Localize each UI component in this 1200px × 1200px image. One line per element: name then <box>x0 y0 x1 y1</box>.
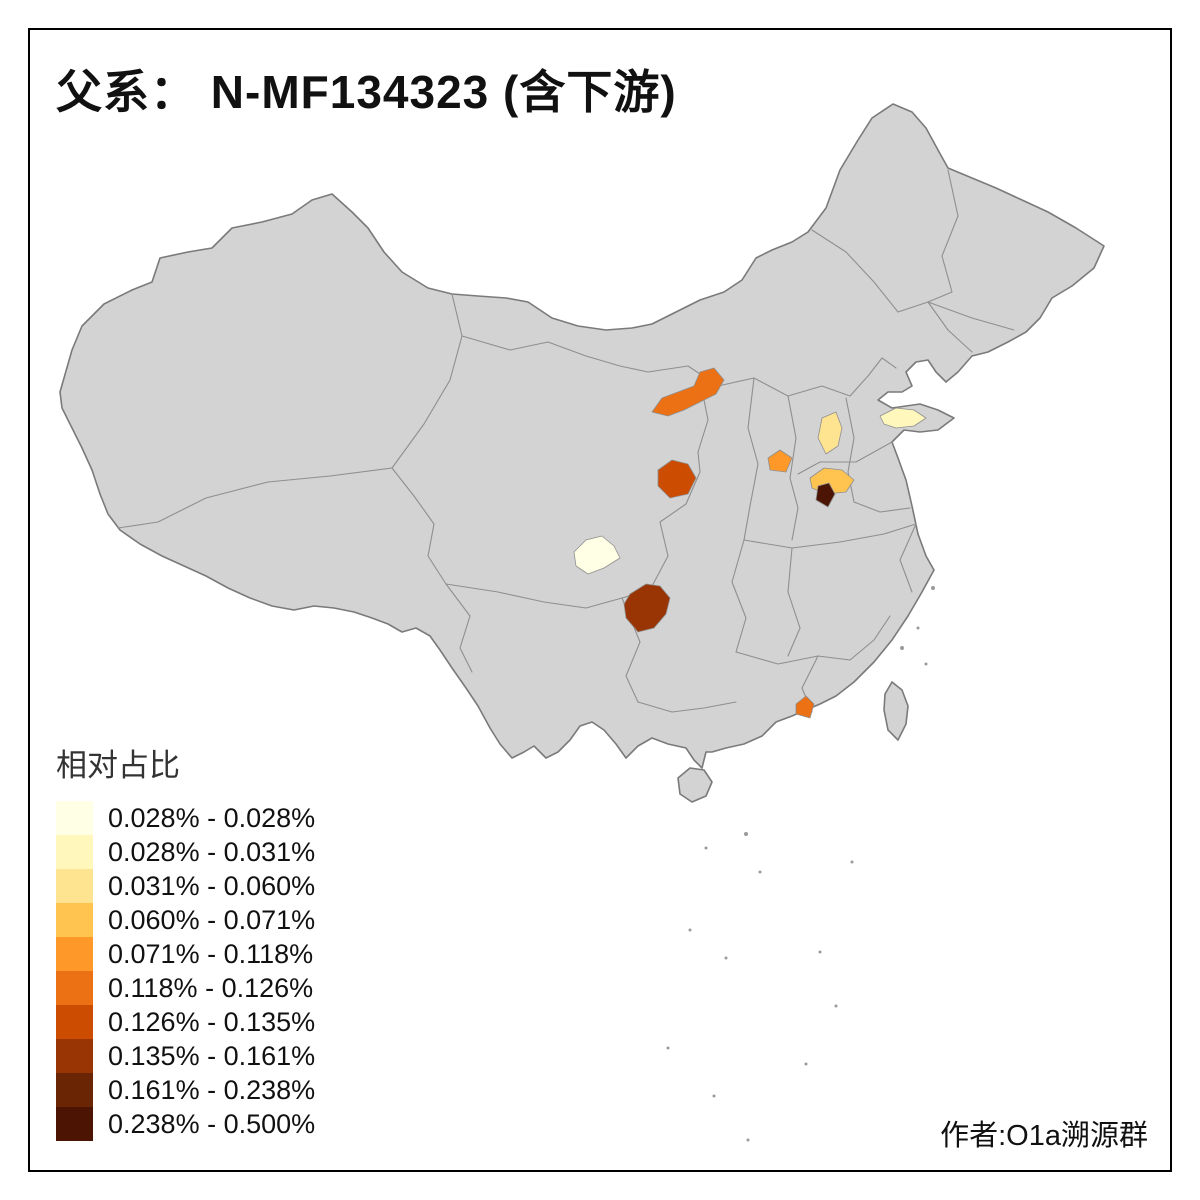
taiwan-island <box>883 681 909 741</box>
highlight-regions <box>573 367 927 719</box>
legend-item: 0.071% - 0.118% <box>56 937 315 971</box>
legend-swatch <box>56 937 93 971</box>
islands <box>666 586 935 1142</box>
legend-item: 0.135% - 0.161% <box>56 1039 315 1073</box>
sea-islet <box>818 950 822 954</box>
sea-islet <box>834 1004 838 1008</box>
province-border <box>797 441 893 475</box>
province-border <box>787 547 801 657</box>
sea-islet <box>712 1094 716 1098</box>
legend-item: 0.118% - 0.126% <box>56 971 315 1005</box>
sea-islet <box>758 870 762 874</box>
legend-item: 0.238% - 0.500% <box>56 1107 315 1141</box>
highlight-region-shanxi-north <box>817 411 843 455</box>
province-border <box>445 583 473 673</box>
highlight-region-guangdong-east <box>795 695 815 719</box>
sea-islet <box>688 928 692 932</box>
sea-islet <box>804 1062 808 1066</box>
legend-label: 0.238% - 0.500% <box>108 1108 316 1139</box>
province-border <box>391 293 463 469</box>
sea-islet <box>704 846 708 850</box>
legend-swatch <box>56 1107 93 1141</box>
sea-islet <box>666 1046 670 1050</box>
legend-label: 0.028% - 0.031% <box>108 836 316 867</box>
province-border <box>811 229 1015 331</box>
province-border <box>731 539 747 653</box>
sea-islet <box>916 626 920 630</box>
sea-islet <box>931 586 935 590</box>
hainan-island <box>677 767 713 803</box>
province-border <box>845 397 855 503</box>
legend-label: 0.031% - 0.060% <box>108 870 316 901</box>
province-border <box>787 395 799 541</box>
legend-item: 0.028% - 0.028% <box>56 801 315 835</box>
legend-item: 0.126% - 0.135% <box>56 1005 315 1039</box>
legend-swatch <box>56 1073 93 1107</box>
highlight-region-henan-north-dark <box>815 482 836 508</box>
legend: 相对占比 0.028% - 0.028% 0.028% - 0.031% 0.031… <box>56 740 315 1141</box>
province-border <box>849 615 891 661</box>
legend-swatch <box>56 869 93 903</box>
province-border <box>445 583 651 609</box>
province-border <box>927 169 959 303</box>
province-border <box>899 523 917 593</box>
province-border <box>849 357 897 397</box>
mainland-outline <box>59 103 1105 769</box>
sea-islet <box>746 1138 750 1142</box>
province-border <box>927 301 973 353</box>
province-borders <box>117 169 1015 713</box>
highlight-region-ningxia-south <box>657 459 697 499</box>
map-title: 父系： N-MF134323 (含下游) <box>56 66 677 118</box>
province-border <box>461 335 649 373</box>
sea-islet <box>900 646 904 650</box>
legend-label: 0.161% - 0.238% <box>108 1074 316 1105</box>
attribution: 作者:O1a溯源群 <box>940 1120 1148 1152</box>
legend-swatch <box>56 903 93 937</box>
legend-swatch <box>56 1039 93 1073</box>
legend-item: 0.031% - 0.060% <box>56 869 315 903</box>
province-border <box>391 467 447 585</box>
legend-label: 0.060% - 0.071% <box>108 904 316 935</box>
legend-swatch <box>56 835 93 869</box>
sea-islet <box>924 662 928 666</box>
province-border <box>735 651 851 665</box>
legend-label: 0.071% - 0.118% <box>108 938 314 969</box>
legend-title: 相对占比 <box>56 748 180 783</box>
legend-label: 0.028% - 0.028% <box>108 802 316 833</box>
legend-swatch <box>56 971 93 1005</box>
province-border <box>637 701 737 713</box>
province-border <box>743 523 917 549</box>
highlight-region-shandong-peninsula <box>879 407 927 429</box>
legend-items: 0.028% - 0.028% 0.028% - 0.031% 0.031% - 0… <box>56 801 315 1141</box>
highlight-region-sichuan-north <box>573 535 621 575</box>
province-border <box>117 467 393 529</box>
legend-swatch <box>56 801 93 835</box>
mainland <box>59 103 1105 769</box>
highlight-region-inner-mongolia-west <box>651 367 725 417</box>
legend-item: 0.161% - 0.238% <box>56 1073 315 1107</box>
province-border <box>853 501 911 513</box>
highlight-region-shanxi-west <box>767 449 793 473</box>
legend-swatch <box>56 1005 93 1039</box>
sea-islet <box>850 860 854 864</box>
legend-item: 0.028% - 0.031% <box>56 835 315 869</box>
legend-item: 0.060% - 0.071% <box>56 903 315 937</box>
sea-islet <box>724 956 728 960</box>
province-border <box>743 377 759 541</box>
highlight-region-guizhou-north <box>623 583 671 633</box>
province-border <box>649 471 701 591</box>
legend-label: 0.135% - 0.161% <box>108 1040 316 1071</box>
legend-label: 0.126% - 0.135% <box>108 1006 316 1037</box>
legend-label: 0.118% - 0.126% <box>108 972 314 1003</box>
sea-islet <box>744 832 748 836</box>
